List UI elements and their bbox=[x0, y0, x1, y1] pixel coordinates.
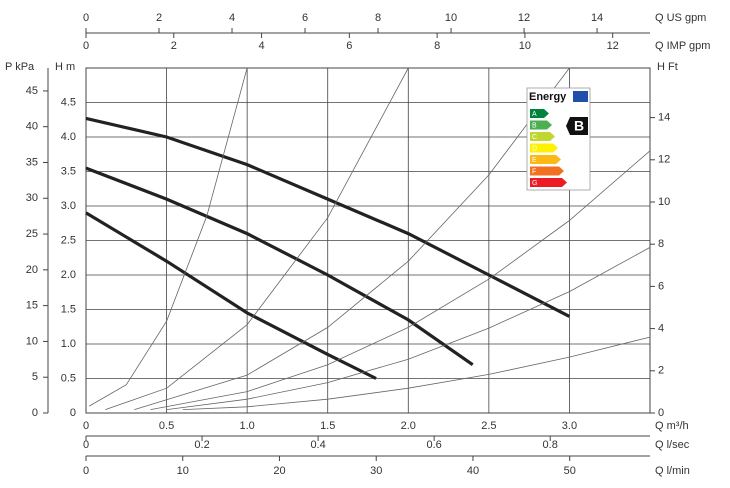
x-tick-label: 2.5 bbox=[481, 420, 496, 432]
tick-label: 0.2 bbox=[194, 439, 209, 451]
curve bbox=[182, 336, 651, 410]
tick-label: 35 bbox=[26, 156, 38, 168]
tick-label: 20 bbox=[26, 264, 38, 276]
tick-label: 0.4 bbox=[310, 439, 325, 451]
energy-class: G bbox=[532, 180, 537, 187]
x-axis-label: Q m³/h bbox=[655, 420, 689, 432]
axis-label: Q l/min bbox=[655, 465, 690, 477]
tick-label: 2 bbox=[156, 12, 162, 24]
y-tick-label: 2.0 bbox=[61, 269, 76, 281]
tick-label: 0 bbox=[83, 465, 89, 477]
y-tick-label: 3.0 bbox=[61, 200, 76, 212]
curve bbox=[150, 150, 651, 410]
x-tick-label: 1.0 bbox=[239, 420, 254, 432]
tick-label: 45 bbox=[26, 85, 38, 97]
energy-class-arrow bbox=[530, 109, 549, 118]
y2-tick-label: 8 bbox=[658, 238, 664, 250]
tick-label: 12 bbox=[518, 12, 530, 24]
energy-class-arrow bbox=[530, 120, 552, 130]
tick-label: 0 bbox=[32, 407, 38, 419]
tick-label: 14 bbox=[591, 12, 603, 24]
y2-tick-label: 2 bbox=[658, 365, 664, 377]
tick-label: 10 bbox=[519, 40, 531, 52]
tick-label: 12 bbox=[607, 40, 619, 52]
tick-label: 0 bbox=[83, 40, 89, 52]
y2-axis-label: H Ft bbox=[657, 61, 678, 73]
tick-label: 20 bbox=[273, 465, 285, 477]
y2-tick-label: 6 bbox=[658, 280, 664, 292]
tick-label: 40 bbox=[467, 465, 479, 477]
tick-label: 5 bbox=[32, 371, 38, 383]
curve bbox=[105, 67, 409, 410]
axis-label: Q l/sec bbox=[655, 439, 690, 451]
y-tick-label: 4.5 bbox=[61, 96, 76, 108]
tick-label: 30 bbox=[26, 192, 38, 204]
energy-class-arrow bbox=[530, 166, 564, 176]
tick-label: 50 bbox=[564, 465, 576, 477]
energy-class: E bbox=[532, 157, 537, 164]
tick-label: 10 bbox=[445, 12, 457, 24]
eu-flag bbox=[573, 91, 588, 102]
y-tick-label: 0 bbox=[70, 407, 76, 419]
energy-class: A bbox=[532, 111, 537, 118]
axis-label: Q US gpm bbox=[655, 12, 706, 24]
tick-label: 4 bbox=[259, 40, 265, 52]
plot-border bbox=[85, 67, 651, 414]
tick-label: 0 bbox=[83, 12, 89, 24]
x-tick-label: 0.5 bbox=[159, 420, 174, 432]
y2-tick-label: 14 bbox=[658, 111, 670, 123]
y-tick-label: 0.5 bbox=[61, 372, 76, 384]
x-tick-label: 0 bbox=[83, 420, 89, 432]
curve bbox=[166, 247, 651, 410]
y-tick-label: 1.0 bbox=[61, 338, 76, 350]
energy-class: D bbox=[532, 145, 537, 152]
y-tick-label: 4.0 bbox=[61, 131, 76, 143]
energy-class-arrow bbox=[530, 132, 555, 141]
curve bbox=[85, 211, 377, 380]
y-tick-label: 1.5 bbox=[61, 303, 76, 315]
tick-label: 0.8 bbox=[543, 439, 558, 451]
x-tick-label: 1.5 bbox=[320, 420, 335, 432]
y2-tick-label: 0 bbox=[658, 407, 664, 419]
label-title: Energy bbox=[529, 91, 567, 103]
y2-tick-label: 4 bbox=[658, 323, 664, 335]
y-axis-label: H m bbox=[55, 61, 75, 73]
tick-label: 8 bbox=[434, 40, 440, 52]
tick-label: 10 bbox=[26, 335, 38, 347]
y2-tick-label: 12 bbox=[658, 154, 670, 166]
tick-label: 0.6 bbox=[426, 439, 441, 451]
axis-label: P kPa bbox=[5, 61, 35, 73]
curve bbox=[134, 67, 570, 410]
tick-label: 25 bbox=[26, 228, 38, 240]
tick-label: 10 bbox=[177, 465, 189, 477]
x-tick-label: 2.0 bbox=[401, 420, 416, 432]
x-tick-label: 3.0 bbox=[562, 420, 577, 432]
tick-label: 2 bbox=[171, 40, 177, 52]
energy-class-arrow bbox=[530, 178, 567, 187]
tick-label: 6 bbox=[302, 12, 308, 24]
energy-class: F bbox=[532, 168, 536, 175]
y-tick-label: 3.5 bbox=[61, 165, 76, 177]
energy-rating-arrow bbox=[566, 117, 588, 135]
curve bbox=[85, 166, 474, 367]
y-tick-label: 2.5 bbox=[61, 234, 76, 246]
tick-label: 30 bbox=[370, 465, 382, 477]
curve bbox=[85, 116, 571, 318]
energy-class-arrow bbox=[530, 143, 558, 153]
tick-label: 0 bbox=[83, 439, 89, 451]
tick-label: 6 bbox=[346, 40, 352, 52]
tick-label: 15 bbox=[26, 300, 38, 312]
y2-tick-label: 10 bbox=[658, 196, 670, 208]
tick-label: 40 bbox=[26, 121, 38, 133]
tick-label: 8 bbox=[375, 12, 381, 24]
energy-rating: B bbox=[574, 118, 584, 134]
axis-label: Q IMP gpm bbox=[655, 40, 710, 52]
energy-class-arrow bbox=[530, 155, 561, 164]
energy-class: B bbox=[532, 122, 537, 129]
energy-class: C bbox=[532, 134, 537, 141]
curve bbox=[89, 67, 248, 407]
tick-label: 4 bbox=[229, 12, 235, 24]
